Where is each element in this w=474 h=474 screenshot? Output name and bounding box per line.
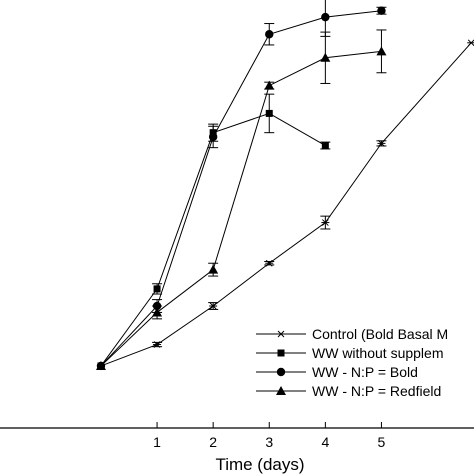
- series-0: [96, 39, 474, 370]
- series-0-point-1: [153, 341, 162, 348]
- series-3-line: [100, 50, 382, 367]
- x-tick-label-2: 2: [209, 434, 217, 450]
- series-3-point-5: [376, 46, 387, 56]
- series-2-point-3: [265, 30, 274, 39]
- series-1-point-4: [321, 142, 329, 150]
- series-2-point-5: [377, 6, 386, 15]
- series-3-point-3: [264, 80, 275, 90]
- x-tick-label-4: 4: [321, 434, 329, 450]
- series-0-point-5: [377, 140, 386, 147]
- series-1-point-3: [265, 109, 273, 117]
- legend-label-0: Control (Bold Basal M: [312, 326, 448, 342]
- legend-marker-3: [276, 386, 286, 395]
- series-3-point-4: [320, 52, 331, 62]
- x-tick-label-5: 5: [378, 434, 386, 450]
- legend-marker-1: [277, 349, 285, 357]
- x-tick-label-3: 3: [265, 434, 273, 450]
- legend-marker-0: [277, 330, 285, 338]
- series-0-point-6: [467, 39, 474, 47]
- x-axis-title: Time (days): [215, 455, 304, 474]
- legend-label-1: WW without supplem: [312, 345, 443, 361]
- series-1-line: [100, 112, 326, 367]
- series-2-line: [100, 10, 382, 367]
- series-3: [95, 29, 387, 370]
- series-3-point-2: [208, 264, 219, 274]
- legend: Control (Bold Basal M WW without supplem W…: [256, 326, 448, 399]
- series-layer: [95, 0, 474, 371]
- series-0-point-4: [321, 219, 330, 226]
- x-axis-ticks: 1 2 3 4 5: [153, 422, 386, 450]
- series-0-point-3: [265, 259, 274, 267]
- legend-label-2: WW - N:P = Bold: [312, 364, 418, 380]
- series-0-point-2: [209, 302, 218, 310]
- series-2-point-2: [208, 132, 218, 142]
- series-3-point-0: [95, 360, 106, 370]
- x-tick-label-1: 1: [153, 434, 161, 450]
- series-1-point-1: [153, 285, 161, 293]
- series-3-point-1: [152, 307, 163, 317]
- legend-marker-2: [276, 367, 286, 377]
- series-2-point-4: [321, 12, 330, 22]
- legend-label-3: WW - N:P = Redfield: [312, 383, 441, 399]
- series-0-line: [100, 42, 472, 367]
